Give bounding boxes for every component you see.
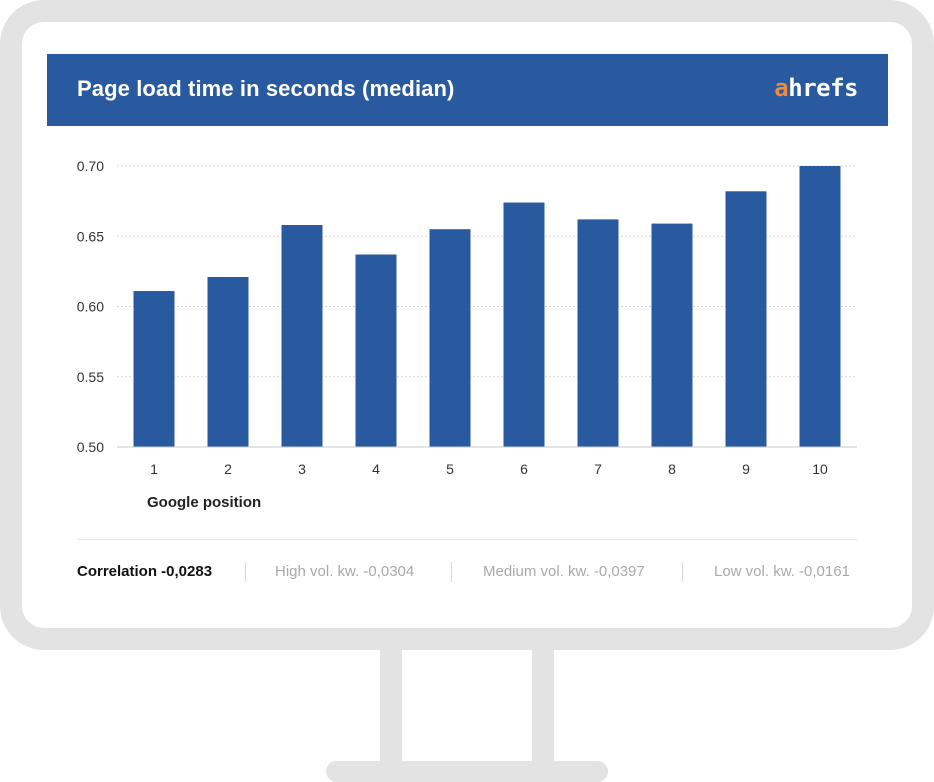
x-axis-title: Google position [147, 494, 261, 511]
x-tick-label: 3 [298, 461, 306, 477]
footer-separator [77, 539, 857, 540]
bar-position-10 [799, 166, 841, 447]
x-tick-label: 6 [520, 461, 528, 477]
bar-position-4 [355, 254, 397, 447]
x-tick-label: 4 [372, 461, 380, 477]
y-tick-label: 0.65 [77, 228, 104, 244]
y-tick-label: 0.70 [77, 158, 104, 174]
low-volume-correlation: Low vol. kw. -0,0161 [714, 563, 850, 580]
x-tick-label: 7 [594, 461, 602, 477]
logo-accent-letter: a [774, 74, 789, 102]
chart-header: Page load time in seconds (median) ahref… [47, 54, 888, 126]
x-tick-label: 5 [446, 461, 454, 477]
logo-text: hrefs [788, 74, 858, 102]
y-tick-labels: 0.50 0.55 0.60 0.65 0.70 [77, 158, 104, 455]
y-tick-label: 0.60 [77, 299, 104, 315]
correlation-footer: Correlation -0,0283 High vol. kw. -0,030… [77, 559, 858, 585]
bar-position-1 [133, 291, 175, 447]
monitor-stand-left [380, 650, 402, 762]
bar-position-8 [651, 223, 693, 447]
bar-position-6 [503, 202, 545, 447]
bar-position-5 [429, 229, 471, 447]
high-volume-correlation: High vol. kw. -0,0304 [275, 563, 415, 580]
bar-chart: 0.50 0.55 0.60 0.65 0.70 1 2 3 4 5 6 7 8 9 10 Google … [77, 158, 857, 511]
footer-divider [451, 562, 452, 582]
footer-divider [245, 562, 246, 582]
monitor-stand-base [326, 761, 608, 782]
correlation-value: Correlation -0,0283 [77, 563, 213, 580]
x-tick-label: 10 [812, 461, 828, 477]
x-tick-label: 8 [668, 461, 676, 477]
x-tick-label: 2 [224, 461, 232, 477]
medium-volume-correlation: Medium vol. kw. -0,0397 [483, 563, 645, 580]
x-tick-label: 1 [150, 461, 158, 477]
x-tick-labels: 1 2 3 4 5 6 7 8 9 10 [150, 461, 828, 477]
chart-card: Page load time in seconds (median) ahref… [47, 54, 888, 599]
y-tick-label: 0.55 [77, 369, 104, 385]
bar-position-9 [725, 191, 767, 447]
bar-position-7 [577, 219, 619, 447]
x-tick-label: 9 [742, 461, 750, 477]
footer-divider [682, 562, 683, 582]
bar-position-2 [207, 276, 249, 447]
ahrefs-logo: ahrefs [774, 74, 858, 102]
bar-position-3 [281, 225, 323, 447]
bars [133, 166, 841, 447]
y-tick-label: 0.50 [77, 439, 104, 455]
monitor-stand-right [532, 650, 554, 762]
chart-title: Page load time in seconds (median) [77, 76, 455, 101]
